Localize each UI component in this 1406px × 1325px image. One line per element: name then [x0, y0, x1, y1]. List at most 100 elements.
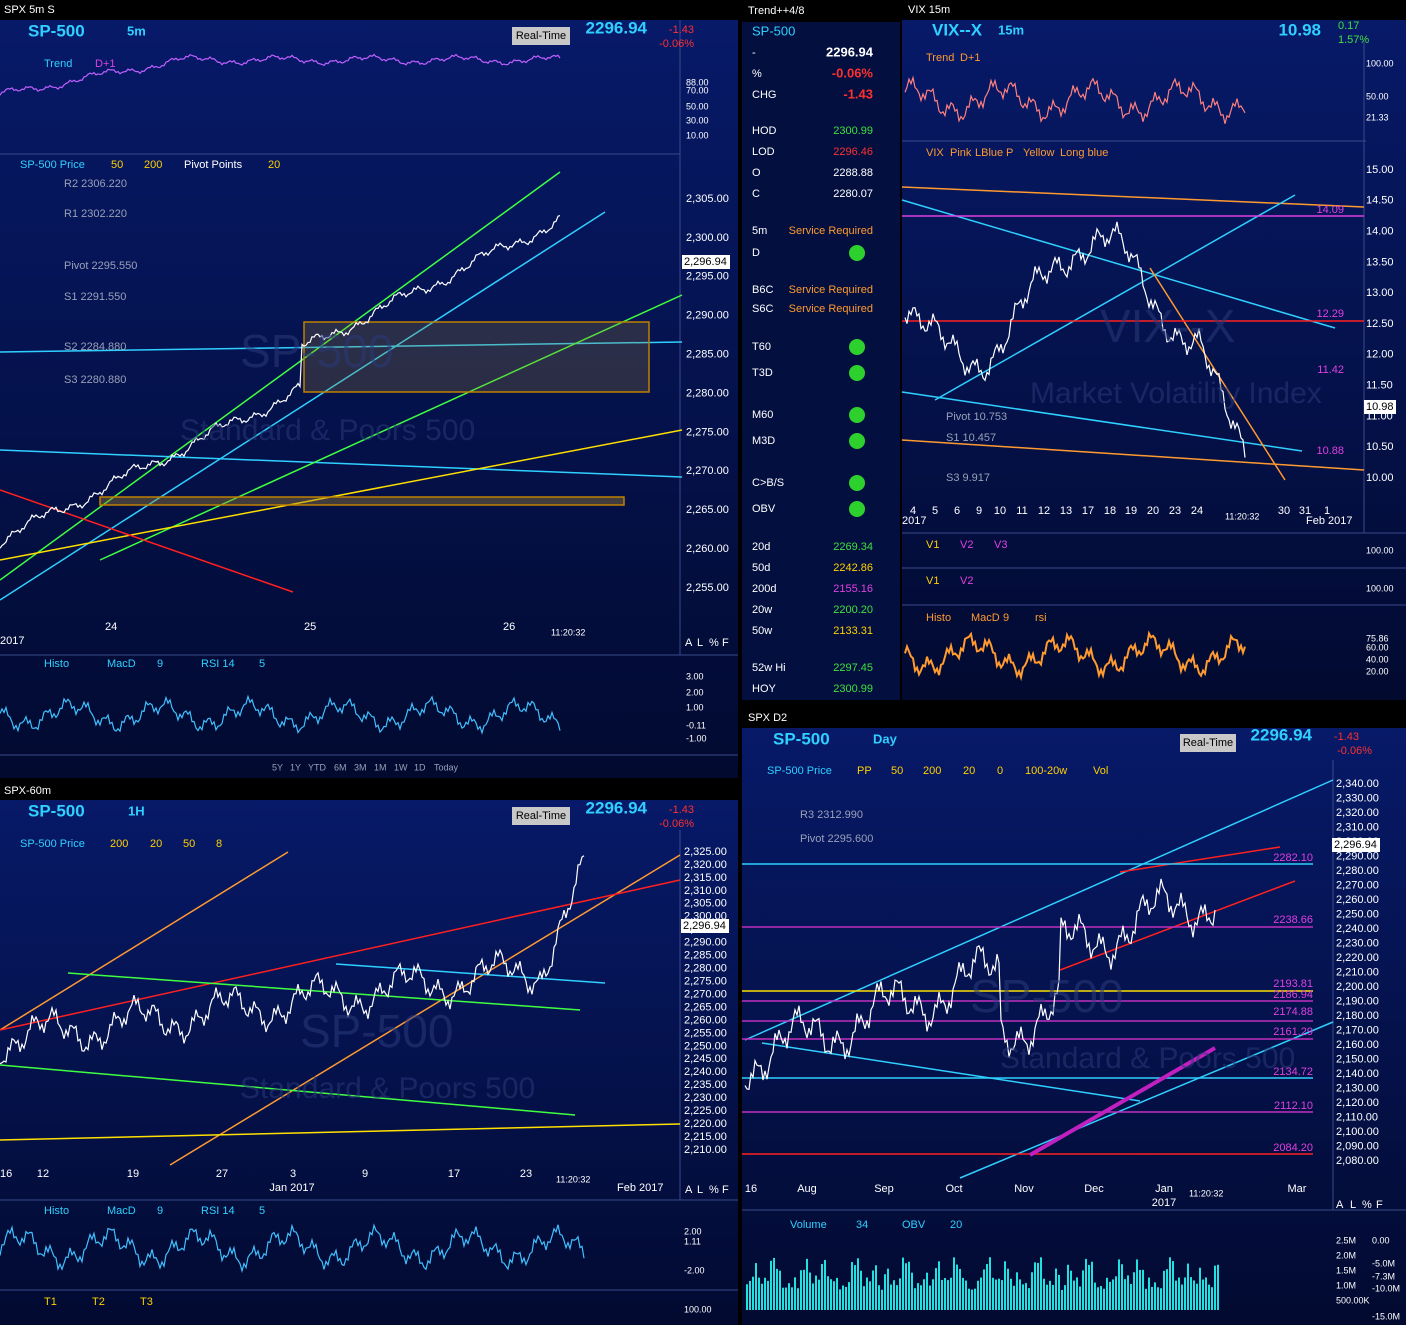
volume-bar — [1025, 1283, 1027, 1310]
scale-button: L — [1350, 1199, 1356, 1211]
volume-bar — [1073, 1280, 1075, 1310]
x-tick-label: 25 — [304, 621, 316, 633]
tick-label: 2.00 — [686, 687, 704, 697]
y-tick-label: 2,260.00 — [686, 543, 729, 555]
x-tick-label: 24 — [105, 621, 117, 633]
volume-bar — [935, 1268, 937, 1310]
volume-bar — [854, 1265, 856, 1310]
volume-bar — [992, 1277, 994, 1310]
volume-bar — [1175, 1280, 1177, 1310]
row-label: O — [752, 167, 761, 179]
last-price: 2296.94 — [586, 18, 648, 37]
study-param: PP — [857, 765, 872, 777]
status-dot — [849, 245, 865, 261]
study-name: MacD — [107, 658, 136, 670]
volume-bar — [779, 1270, 781, 1310]
volume-bar — [1007, 1268, 1009, 1310]
y-tick-label: 2,285.00 — [686, 349, 729, 361]
study-name: MacD — [107, 1205, 136, 1217]
volume-bar — [1211, 1287, 1213, 1310]
study-name: Histo — [44, 1205, 69, 1217]
y-tick-label: 2,340.00 — [1336, 778, 1379, 790]
volume-bar — [977, 1280, 979, 1310]
volume-bar — [1193, 1280, 1195, 1310]
legend-label: P — [1006, 147, 1013, 159]
pivot-label: S2 2284.880 — [64, 341, 126, 353]
volume-bar — [1085, 1258, 1087, 1310]
range-button: 6M — [334, 762, 347, 772]
interval: 15m — [998, 22, 1024, 37]
y-tick-label: 2,110.00 — [1336, 1111, 1378, 1123]
volume-bar — [1148, 1277, 1150, 1310]
y-tick-label: 2,295.00 — [686, 271, 729, 283]
volume-bar — [998, 1278, 1000, 1310]
x-tick-label: 17 — [1082, 505, 1094, 517]
row-label: M60 — [752, 409, 773, 421]
scale-button: A — [1336, 1199, 1344, 1211]
volume-bar — [953, 1257, 955, 1310]
scale-button: A — [685, 637, 693, 649]
y-tick-label: 2,265.00 — [684, 1001, 727, 1013]
volume-bar — [809, 1272, 811, 1310]
tick-label: 1.00 — [686, 702, 704, 712]
x-tick-label: 12 — [1038, 505, 1050, 517]
study-param: 50 — [183, 838, 195, 850]
realtime-button[interactable] — [512, 27, 570, 45]
y-tick-label: 2,270.00 — [684, 988, 727, 1000]
volume-bar — [914, 1288, 916, 1310]
status-dot — [849, 433, 865, 449]
volume-bar — [1205, 1277, 1207, 1310]
realtime-button[interactable] — [1180, 734, 1236, 752]
volume-bar — [749, 1280, 751, 1310]
watermark: SP-500 — [240, 325, 393, 377]
tick-label: 60.00 — [1366, 642, 1389, 652]
volume-bar — [776, 1268, 778, 1310]
volume-bar — [824, 1260, 826, 1310]
volume-bar — [893, 1280, 895, 1310]
volume-bar — [1133, 1272, 1135, 1310]
scale-button: % — [1362, 1199, 1372, 1211]
title-bar[interactable] — [742, 0, 900, 22]
volume-bar — [920, 1285, 922, 1310]
volume-bar — [1016, 1272, 1018, 1310]
change: -1.43 — [669, 24, 694, 36]
volume-bar — [980, 1277, 982, 1310]
row-label: OBV — [752, 503, 776, 515]
title-bar[interactable] — [0, 782, 738, 800]
volume-bar — [947, 1280, 949, 1310]
y-tick-label: 2,275.00 — [686, 426, 729, 438]
x-tick-label: Mar — [1288, 1183, 1307, 1195]
volume-bar — [881, 1289, 883, 1310]
realtime-button[interactable] — [512, 807, 570, 825]
study-param: 200 — [144, 159, 162, 171]
title-bar[interactable] — [902, 0, 1406, 20]
row-label: D — [752, 247, 760, 259]
watchlist-title: Trend++4/8 — [748, 5, 804, 17]
range-button: 3M — [354, 762, 367, 772]
line-label: 2193.81 — [1273, 978, 1313, 990]
title-bar[interactable] — [742, 708, 1406, 728]
y-tick-label: 2,255.00 — [684, 1027, 727, 1039]
x-tick-label: 9 — [976, 505, 982, 517]
y-tick-label: 2,255.00 — [686, 582, 729, 594]
price-trace — [744, 878, 1216, 1090]
study-name: Trend — [44, 58, 72, 70]
row-label: 50w — [752, 625, 772, 637]
price-trace — [0, 694, 561, 735]
volume-bar — [1145, 1288, 1147, 1310]
volume-bar — [1202, 1279, 1204, 1310]
y-tick-label: 2,290.00 — [684, 937, 727, 949]
volume-bar — [1052, 1284, 1054, 1310]
status-dot — [849, 339, 865, 355]
volume-bar — [1115, 1276, 1117, 1310]
row-label: 200d — [752, 583, 776, 595]
tick-label: 100.00 — [1366, 545, 1394, 555]
y-tick-label: 2,260.00 — [684, 1014, 727, 1026]
pivot-label: Pivot 2295.550 — [64, 260, 137, 272]
interval: Day — [873, 731, 898, 746]
price-trace — [904, 630, 1246, 682]
title-bar[interactable] — [0, 0, 738, 20]
volume-bar — [926, 1272, 928, 1310]
tick-label: 3.00 — [686, 671, 704, 681]
y-tick-label: 2,180.00 — [1336, 1010, 1379, 1022]
